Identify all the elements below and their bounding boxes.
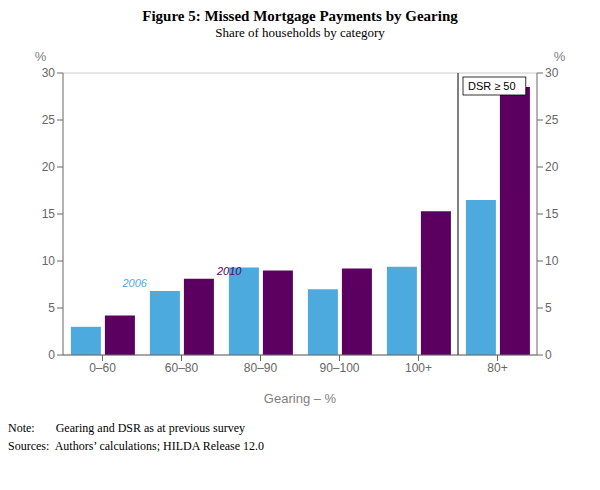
svg-text:0–60: 0–60 — [89, 361, 116, 375]
svg-text:90–100: 90–100 — [319, 361, 359, 375]
svg-text:25: 25 — [42, 113, 56, 127]
svg-text:5: 5 — [545, 301, 552, 315]
html-text:Note: Gearing and DSR as at pr: Note: Gearing and DSR as at previous sur… — [8, 421, 245, 435]
svg-text:10: 10 — [545, 254, 559, 268]
svg-text:15: 15 — [545, 207, 559, 221]
svg-text:10: 10 — [42, 254, 56, 268]
svg-text:2006: 2006 — [121, 277, 147, 289]
svg-text:Gearing – %: Gearing – % — [264, 391, 337, 406]
svg-text:0: 0 — [545, 348, 552, 362]
svg-text:80+: 80+ — [487, 361, 507, 375]
svg-text:DSR ≥ 50: DSR ≥ 50 — [468, 80, 516, 92]
html-text:Share of households by categor: Share of households by category — [215, 25, 385, 40]
svg-text:30: 30 — [545, 66, 559, 80]
svg-text:%: % — [554, 49, 566, 64]
svg-text:%: % — [35, 49, 47, 64]
svg-text:80–90: 80–90 — [244, 361, 278, 375]
svg-text:5: 5 — [48, 301, 55, 315]
svg-text:15: 15 — [42, 207, 56, 221]
html-text:Sources: Authors’ calculations: Sources: Authors’ calculations; HILDA Re… — [8, 439, 265, 453]
svg-text:25: 25 — [545, 113, 559, 127]
svg-text:20: 20 — [545, 160, 559, 174]
svg-text:30: 30 — [42, 66, 56, 80]
html-text:Figure 5: Missed Mortgage Paym: Figure 5: Missed Mortgage Payments by Ge… — [142, 8, 458, 24]
svg-text:100+: 100+ — [405, 361, 432, 375]
svg-text:60–80: 60–80 — [165, 361, 199, 375]
svg-text:2010: 2010 — [216, 265, 242, 277]
svg-text:0: 0 — [48, 348, 55, 362]
svg-text:20: 20 — [42, 160, 56, 174]
